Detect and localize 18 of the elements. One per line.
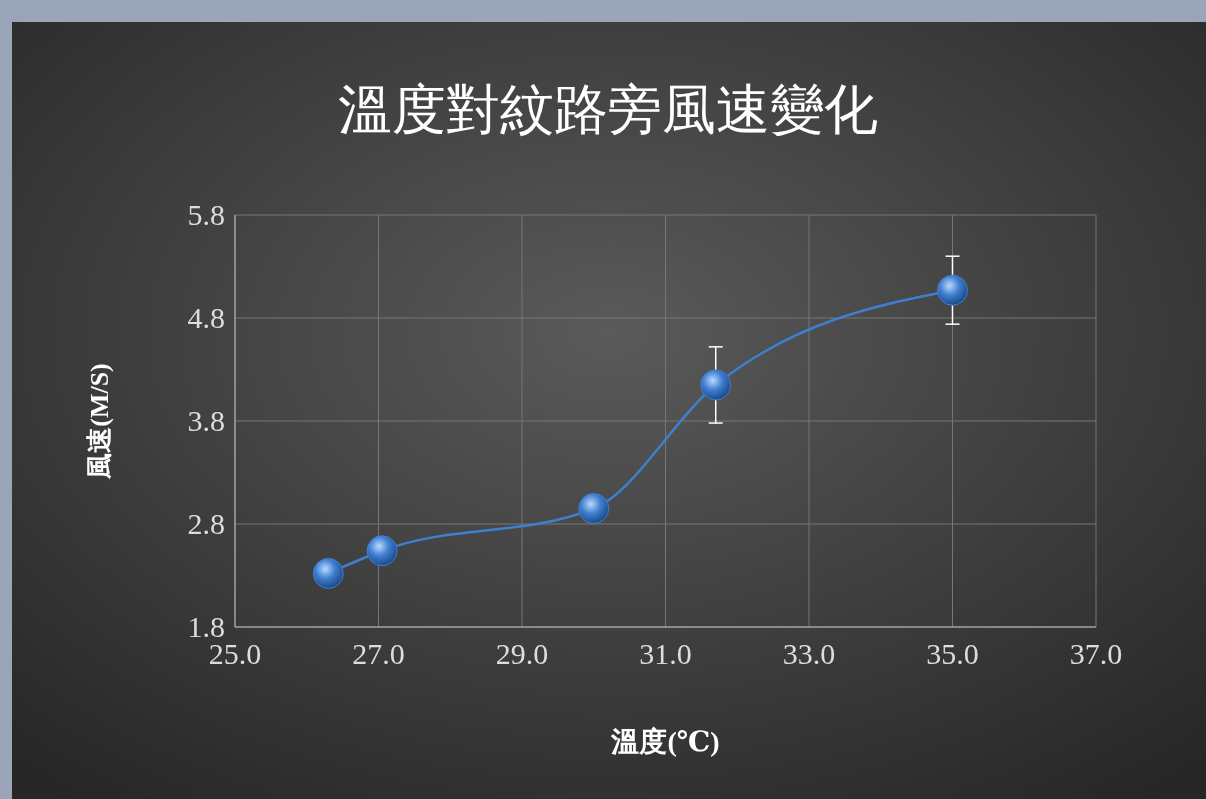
y-tick-label: 3.8 bbox=[187, 404, 225, 437]
x-tick-label: 35.0 bbox=[926, 637, 979, 670]
chart-title: 溫度對紋路旁風速變化 bbox=[338, 80, 878, 140]
y-tick-label: 5.8 bbox=[187, 198, 225, 231]
x-tick-label: 33.0 bbox=[782, 637, 836, 670]
x-tick-label: 29.0 bbox=[495, 637, 549, 670]
x-tick-label: 27.0 bbox=[352, 637, 405, 670]
point bbox=[578, 493, 610, 525]
point bbox=[366, 535, 398, 567]
x-tick-label: 37.0 bbox=[1069, 637, 1123, 670]
point bbox=[312, 557, 344, 589]
point bbox=[700, 369, 732, 401]
point bbox=[937, 274, 968, 306]
y-tick-label: 2.8 bbox=[187, 507, 225, 540]
x-tick-label: 31.0 bbox=[639, 637, 692, 670]
y-tick-label: 4.8 bbox=[187, 301, 225, 334]
y-axis-title: 風速(M/S) bbox=[85, 363, 114, 480]
x-axis-title: 溫度(℃) bbox=[610, 726, 720, 757]
